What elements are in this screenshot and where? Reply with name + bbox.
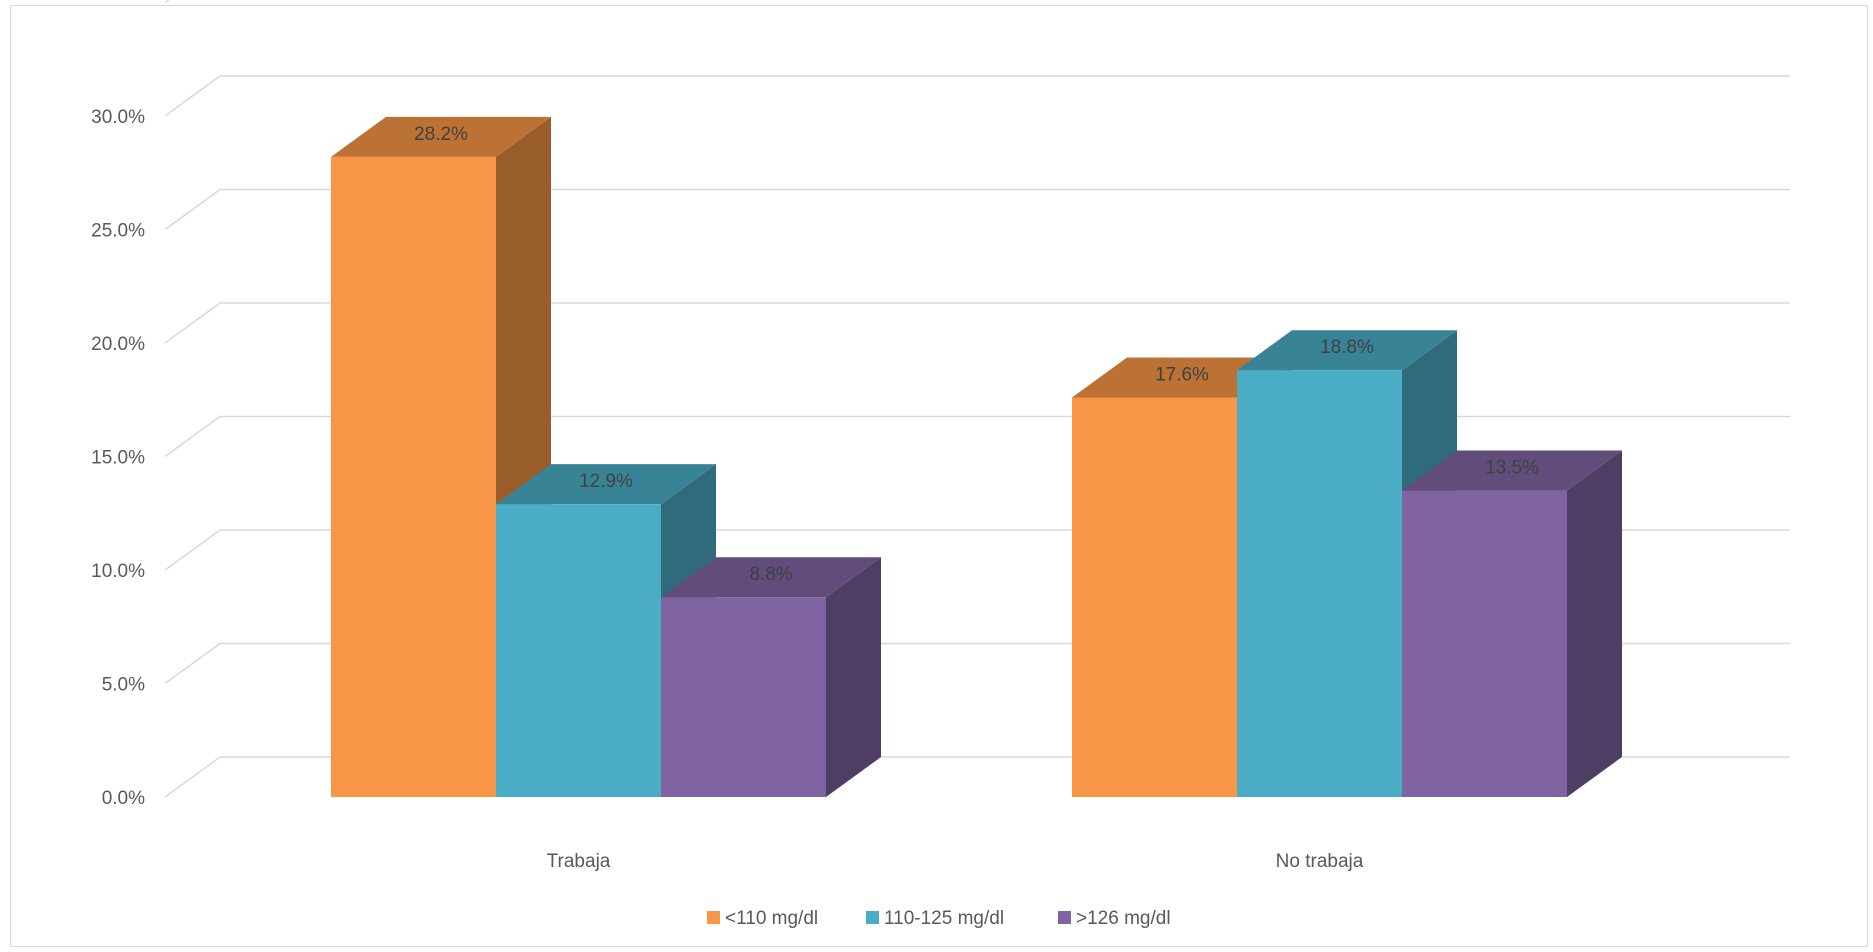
- bar-trabaja-2: [661, 557, 881, 797]
- legend-swatch: [1058, 911, 1071, 924]
- legend-swatch: [866, 911, 879, 924]
- depth-line: [164, 529, 221, 571]
- legend-item: <110 mg/dl: [707, 908, 818, 929]
- bar-top: [331, 116, 551, 157]
- legend-swatch: [707, 911, 720, 924]
- bar-no-trabaja-2: [1402, 450, 1622, 797]
- y-tick-label: 0.0%: [102, 788, 145, 809]
- legend-label: >126 mg/dl: [1076, 908, 1171, 929]
- depth-line: [164, 75, 221, 117]
- depth-line: [164, 188, 221, 231]
- bar-top: [496, 464, 716, 505]
- bar-front: [1237, 370, 1402, 797]
- bar-front: [1402, 490, 1567, 797]
- y-tick-label: 15.0%: [91, 448, 145, 469]
- category-label: No trabaja: [1276, 851, 1364, 872]
- data-label: 18.8%: [1320, 337, 1374, 358]
- bar-top: [1402, 450, 1622, 491]
- bar-front: [1072, 397, 1237, 797]
- legend: <110 mg/dl 110-125 mg/dl >126 mg/dl: [707, 908, 1171, 929]
- depth-grid-lines: [164, 0, 221, 798]
- bars: [331, 116, 1622, 798]
- y-tick-label: 20.0%: [91, 334, 145, 355]
- bar-front: [661, 597, 826, 797]
- bar-side: [826, 557, 881, 797]
- depth-line: [164, 415, 221, 458]
- data-label: 17.6%: [1155, 364, 1209, 385]
- y-tick-label: 30.0%: [91, 107, 145, 128]
- y-axis-tick-labels: 0.0% 5.0% 10.0% 15.0% 20.0% 25.0% 30.0%: [91, 107, 145, 809]
- category-label: Trabaja: [547, 851, 611, 872]
- depth-line: [164, 302, 221, 344]
- data-label: 13.5%: [1485, 458, 1539, 479]
- data-label: 8.8%: [749, 564, 792, 585]
- bar-front: [331, 156, 496, 798]
- legend-item: 110-125 mg/dl: [866, 908, 1004, 929]
- depth-line: [164, 0, 170, 4]
- y-tick-label: 25.0%: [91, 221, 145, 242]
- depth-line: [164, 642, 221, 685]
- legend-label: 110-125 mg/dl: [884, 908, 1004, 929]
- data-label: 12.9%: [579, 471, 633, 492]
- bar-side: [1567, 450, 1622, 797]
- chart-frame: [10, 5, 1868, 947]
- category-labels: Trabaja No trabaja: [547, 851, 1364, 872]
- bar-top: [661, 557, 881, 598]
- bar-top: [1237, 330, 1457, 371]
- data-labels: 28.2% 12.9% 8.8% 17.6% 18.8% 13.5%: [414, 124, 1539, 585]
- data-label: 28.2%: [414, 124, 468, 145]
- y-tick-label: 5.0%: [102, 675, 145, 696]
- y-tick-label: 10.0%: [91, 561, 145, 582]
- bar-front: [496, 504, 661, 797]
- legend-label: <110 mg/dl: [725, 908, 818, 929]
- legend-item: >126 mg/dl: [1058, 908, 1171, 929]
- depth-line: [164, 756, 221, 798]
